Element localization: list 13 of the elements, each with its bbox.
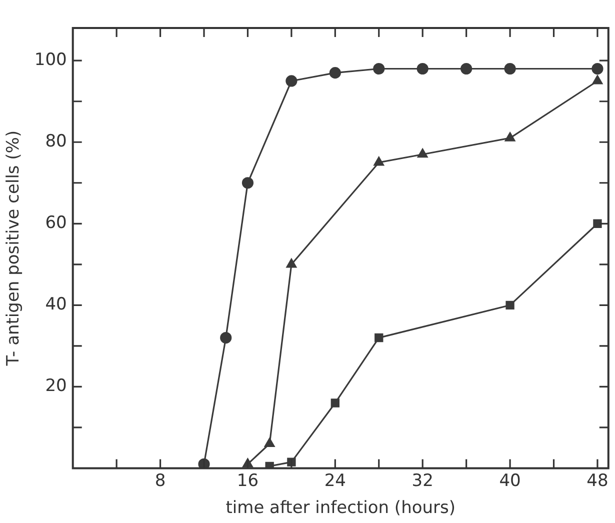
x-tick-label: 48 (586, 470, 608, 491)
y-tick-label: 60 (45, 213, 67, 234)
y-tick-label: 80 (45, 132, 67, 152)
x-tick-label: 16 (236, 470, 259, 491)
y-axis-title: T- antigen positive cells (%) (4, 130, 24, 367)
x-tick-label: 32 (412, 470, 434, 491)
x-axis-title: time after infection (hours) (226, 498, 456, 518)
x-tick-label: 24 (324, 470, 346, 491)
y-tick-label: 20 (45, 376, 67, 396)
y-tick-label: 100 (34, 50, 67, 70)
x-tick-label: 8 (154, 470, 166, 491)
y-tick-label: 40 (45, 294, 67, 315)
x-tick-label: 40 (499, 470, 521, 491)
